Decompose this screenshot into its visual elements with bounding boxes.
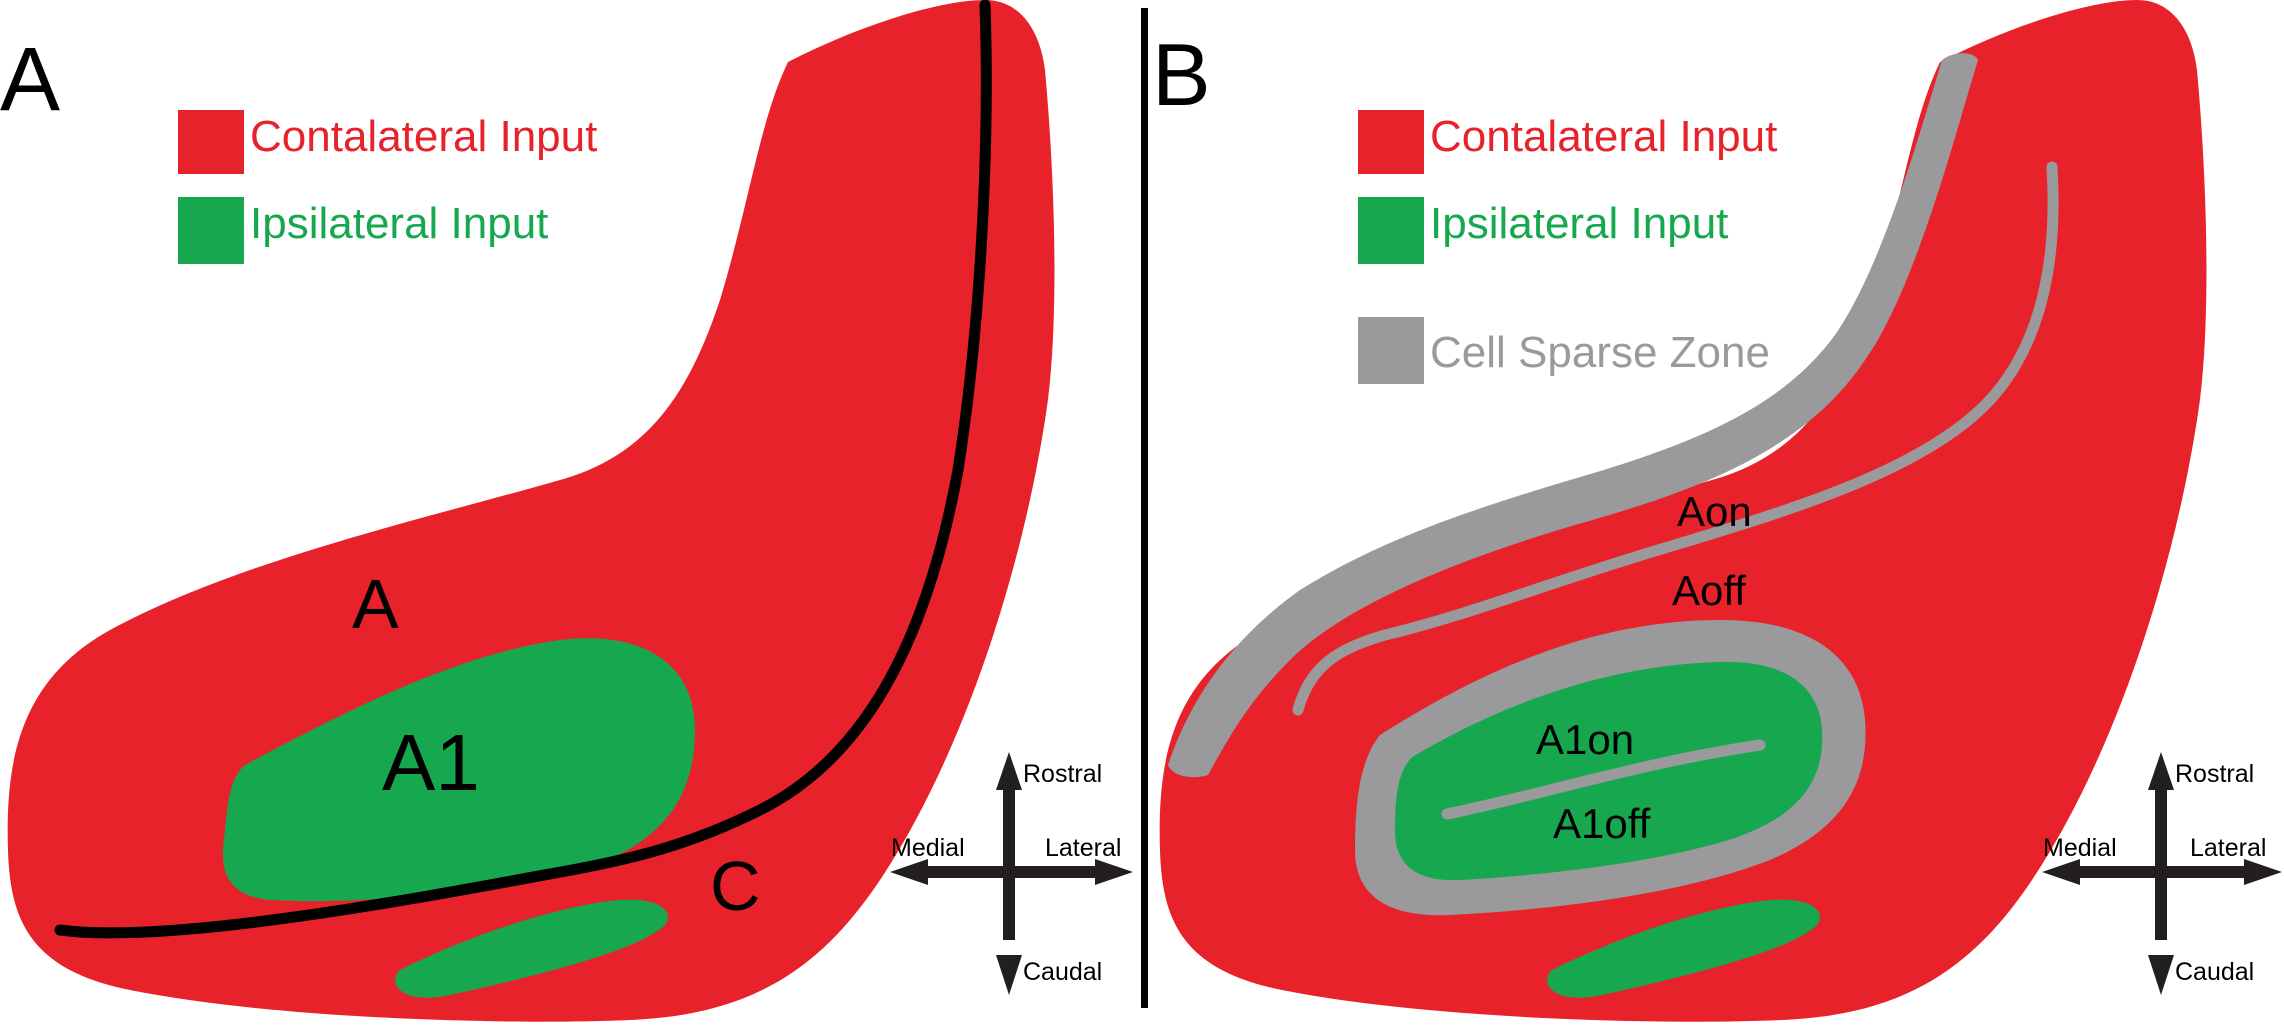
- compass-b-horizontal-bar: [2067, 866, 2257, 878]
- panel-a-letter: A: [0, 30, 60, 130]
- legend-swatch-ipsilateral: [178, 197, 244, 264]
- arrow-b-left-icon: [2042, 859, 2080, 885]
- region-label-a1off: A1off: [1553, 800, 1651, 847]
- arrow-up-icon: [996, 752, 1022, 790]
- panel-b: Contalateral Input Ipsilateral Input Cel…: [1152, 0, 2282, 1022]
- compass-label-lateral: Lateral: [1045, 834, 1121, 862]
- compass-b-label-lateral: Lateral: [2190, 834, 2266, 862]
- arrow-b-right-icon: [2244, 859, 2282, 885]
- legend-b-label-contralateral: Contalateral Input: [1430, 112, 1777, 161]
- region-label-aon: Aon: [1677, 488, 1752, 535]
- compass-label-medial: Medial: [891, 834, 965, 862]
- panel-b-c-patch: [1547, 899, 1820, 998]
- compass-b-label-rostral: Rostral: [2175, 760, 2254, 788]
- legend-b-label-cell-sparse: Cell Sparse Zone: [1430, 328, 1770, 377]
- panel-a-c-patch: [395, 899, 668, 998]
- panel-a: Contalateral Input Ipsilateral Input A A…: [0, 0, 1133, 1022]
- region-label-a: A: [352, 565, 399, 643]
- region-label-a1: A1: [382, 718, 480, 807]
- legend-b-label-ipsilateral: Ipsilateral Input: [1430, 199, 1728, 248]
- panel-a-a1-patch: [222, 638, 696, 902]
- compass-horizontal-bar: [915, 866, 1105, 878]
- arrow-b-up-icon: [2148, 752, 2174, 790]
- panel-b-inner-cell-sparse-line: [1292, 161, 2059, 716]
- arrow-b-down-icon: [2148, 955, 2174, 995]
- compass-b-vertical-bar: [2155, 780, 2167, 940]
- legend-label-ipsilateral: Ipsilateral Input: [250, 199, 548, 248]
- arrow-left-icon: [890, 859, 928, 885]
- compass-b-label-medial: Medial: [2043, 834, 2117, 862]
- panel-b-compass: [2042, 752, 2282, 995]
- compass-label-caudal: Caudal: [1023, 958, 1102, 986]
- compass-b-label-caudal: Caudal: [2175, 958, 2254, 986]
- panel-a-boundary-line: [54, 0, 992, 939]
- compass-label-rostral: Rostral: [1023, 760, 1102, 788]
- legend-b-swatch-ipsilateral: [1358, 197, 1424, 264]
- panel-b-outer-cell-sparse-band: [1168, 53, 1978, 778]
- region-label-aoff: Aoff: [1672, 567, 1746, 614]
- legend-swatch-contralateral: [178, 110, 244, 174]
- region-label-c: C: [710, 847, 761, 925]
- panel-a-compass: [890, 752, 1133, 995]
- arrow-down-icon: [996, 955, 1022, 995]
- arrow-right-icon: [1095, 859, 1133, 885]
- panel-b-a1-divider-line: [1441, 739, 1766, 820]
- panel-divider: [1141, 8, 1148, 1008]
- compass-vertical-bar: [1003, 780, 1015, 940]
- panel-b-letter: B: [1152, 25, 1211, 124]
- legend-b-swatch-cell-sparse: [1358, 317, 1424, 384]
- region-label-a1on: A1on: [1536, 716, 1634, 763]
- legend-label-contralateral: Contalateral Input: [250, 112, 597, 161]
- legend-b-swatch-contralateral: [1358, 110, 1424, 174]
